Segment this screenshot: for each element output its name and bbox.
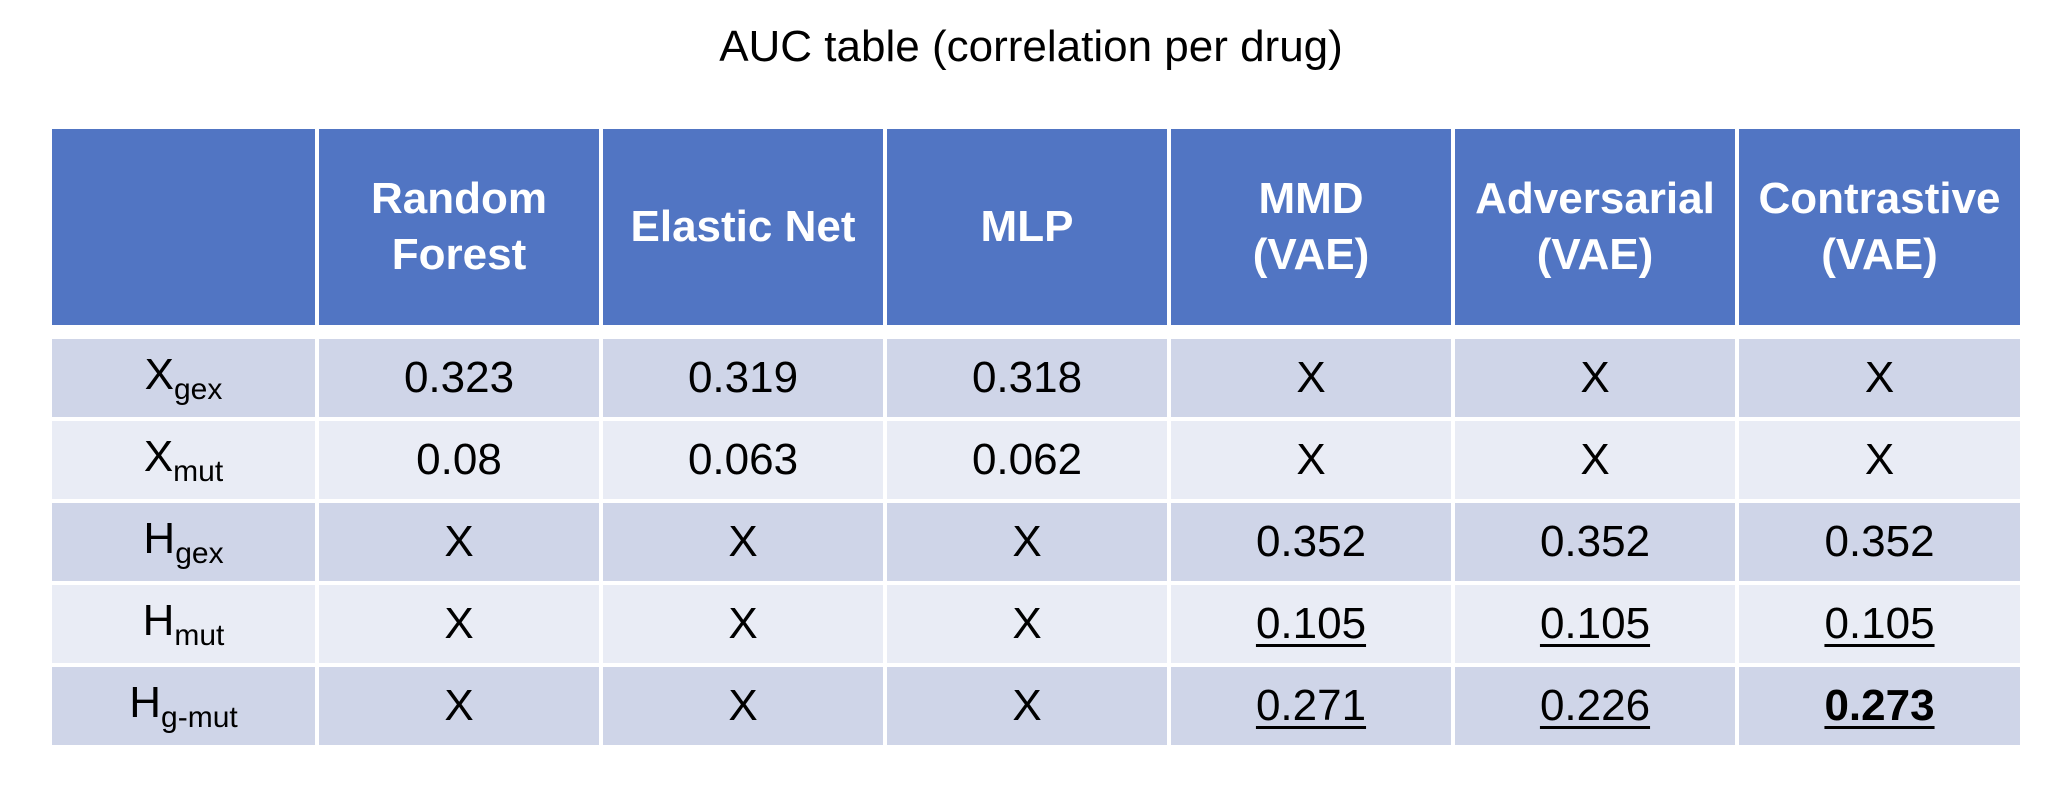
underlined-value: 0.105 (1824, 599, 1935, 648)
underlined-value: 0.271 (1255, 681, 1367, 730)
header-line: Contrastive (1758, 174, 2001, 223)
table-cell: 0.105 (1451, 581, 1739, 667)
table-cell: X (1167, 417, 1455, 503)
table-cell: 0.226 (1451, 663, 1739, 749)
header-line: Elastic Net (630, 202, 856, 251)
header-cell-empty (48, 125, 319, 334)
table-row-x-mut: Xmut 0.08 0.063 0.062 X X X (48, 417, 2024, 503)
table-cell: X (315, 581, 603, 667)
table-cell: 0.319 (599, 330, 887, 421)
row-header: Hg-mut (48, 663, 319, 749)
table-cell: X (315, 663, 603, 749)
header-elastic-net: Elastic Net (599, 125, 887, 334)
row-subscript: gex (175, 536, 224, 570)
table-row-h-g-mut: Hg-mut X X X 0.271 0.226 0.273 (48, 663, 2024, 749)
header-line: MLP (980, 202, 1074, 251)
header-adversarial-vae: Adversarial (VAE) (1451, 125, 1739, 334)
table-cell: 0.105 (1167, 581, 1455, 667)
row-header: Hmut (48, 581, 319, 667)
header-line: (VAE) (1252, 230, 1370, 279)
row-subscript: mut (173, 454, 224, 488)
table-row-h-gex: Hgex X X X 0.352 0.352 0.352 (48, 499, 2024, 585)
table-cell: X (1451, 330, 1739, 421)
row-header: Hgex (48, 499, 319, 585)
auc-table: Random Forest Elastic Net MLP MMD (VAE) … (48, 125, 2024, 749)
row-var: X (144, 349, 174, 399)
table-cell: X (599, 499, 887, 585)
table-cell: X (1167, 330, 1455, 421)
header-line: (VAE) (1821, 230, 1938, 279)
header-row: Random Forest Elastic Net MLP MMD (VAE) … (48, 125, 2024, 334)
table-cell: 0.352 (1451, 499, 1739, 585)
row-header: Xmut (48, 417, 319, 503)
table-cell: 0.063 (599, 417, 887, 503)
table-cell: X (1735, 330, 2024, 421)
table-cell: 0.352 (1735, 499, 2024, 585)
row-var: X (143, 431, 174, 481)
table-row-h-mut: Hmut X X X 0.105 0.105 0.105 (48, 581, 2024, 667)
header-line: Adversarial (1475, 174, 1715, 223)
table-cell: 0.105 (1735, 581, 2024, 667)
table-cell: 0.08 (315, 417, 603, 503)
table-row-x-gex: Xgex 0.323 0.319 0.318 X X X (48, 330, 2024, 421)
row-var: H (143, 513, 176, 563)
row-subscript: g-mut (161, 700, 238, 734)
best-value: 0.273 (1824, 681, 1935, 730)
table-cell: 0.273 (1735, 663, 2024, 749)
table-cell: 0.062 (883, 417, 1171, 503)
header-contrastive-vae: Contrastive (VAE) (1735, 125, 2024, 334)
table-cell: X (1451, 417, 1739, 503)
table-cell: X (883, 581, 1171, 667)
table-cell: X (599, 581, 887, 667)
underlined-value: 0.105 (1539, 599, 1651, 648)
table-cell: X (315, 499, 603, 585)
header-mmd-vae: MMD (VAE) (1167, 125, 1455, 334)
row-subscript: mut (174, 618, 225, 652)
header-mlp: MLP (883, 125, 1171, 334)
header-line: MMD (1258, 174, 1364, 223)
row-var: H (129, 677, 162, 727)
table-cell: X (599, 663, 887, 749)
table-cell: X (1735, 417, 2024, 503)
header-line: Random (371, 174, 547, 223)
table-cell: 0.318 (883, 330, 1171, 421)
header-line: Forest (391, 230, 527, 279)
header-random-forest: Random Forest (315, 125, 603, 334)
table-cell: 0.352 (1167, 499, 1455, 585)
table-cell: 0.271 (1167, 663, 1455, 749)
table-cell: 0.323 (315, 330, 603, 421)
table-cell: X (883, 499, 1171, 585)
row-var: H (142, 595, 175, 645)
header-line: (VAE) (1536, 230, 1654, 279)
underlined-value: 0.226 (1539, 681, 1651, 730)
underlined-value: 0.105 (1255, 599, 1367, 648)
row-subscript: gex (173, 372, 223, 406)
row-header: Xgex (48, 330, 319, 421)
page-title: AUC table (correlation per drug) (719, 22, 1343, 71)
table-cell: X (883, 663, 1171, 749)
